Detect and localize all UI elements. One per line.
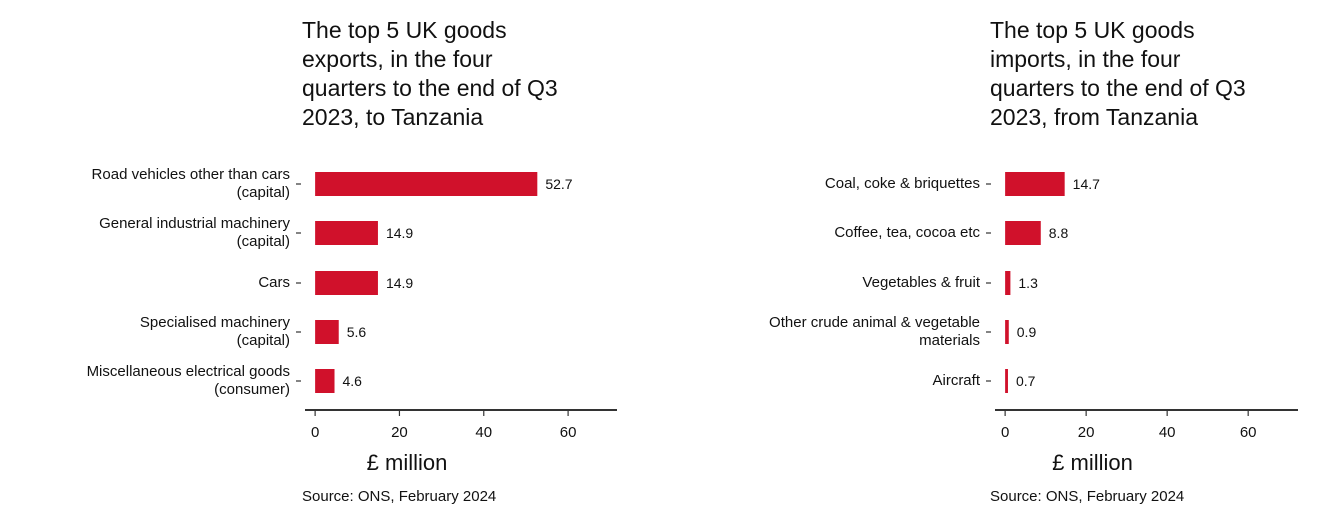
bar: [315, 172, 538, 196]
category-label: Coal, coke & briquettes: [824, 175, 980, 192]
bar: [315, 271, 378, 295]
value-label: 14.9: [385, 225, 414, 241]
value-label: 8.8: [1048, 225, 1069, 241]
value-label: 52.7: [545, 176, 573, 192]
category-label: Aircraft: [932, 372, 980, 389]
x-tick-label: 20: [1077, 424, 1095, 441]
x-tick-label: 0: [1000, 424, 1010, 441]
value-label: 14.7: [1072, 176, 1100, 192]
category-label: Vegetables & fruit: [862, 274, 980, 291]
value-label: 0.7: [1015, 373, 1036, 389]
value-label: 4.6: [342, 373, 362, 389]
bar: [1005, 320, 1009, 344]
value-label: 5.6: [346, 324, 367, 340]
x-tick-label: 0: [310, 424, 320, 441]
value-label: 1.3: [1018, 275, 1038, 291]
bar: [315, 369, 335, 393]
category-label: Coffee, tea, cocoa etc: [834, 224, 980, 241]
chart-title: The top 5 UK goods exports, in the four …: [302, 17, 558, 130]
bar: [315, 320, 339, 344]
x-axis-title: £ million: [366, 450, 448, 475]
bar: [315, 221, 378, 245]
x-tick-label: 20: [391, 424, 408, 441]
value-label: 0.9: [1016, 324, 1037, 340]
x-tick-label: 60: [559, 424, 577, 441]
bar: [1005, 271, 1011, 295]
x-tick-label: 40: [475, 424, 493, 441]
category-label: Miscellaneous electrical goods (consumer…: [86, 363, 290, 398]
category-label: General industrial machinery (capital): [99, 215, 290, 250]
category-label: Other crude animal & vegetable materials: [769, 314, 980, 349]
bar: [1005, 172, 1065, 196]
value-label: 14.9: [385, 275, 414, 291]
source-note: Source: ONS, February 2024: [302, 488, 497, 505]
source-note: Source: ONS, February 2024: [990, 488, 1185, 505]
category-label: Road vehicles other than cars (capital): [91, 166, 290, 201]
category-label: Specialised machinery (capital): [139, 314, 290, 349]
x-axis-title: £ million: [1052, 450, 1133, 475]
x-tick-label: 60: [1239, 424, 1257, 441]
bar: [1005, 369, 1008, 393]
chart-title: The top 5 UK goods imports, in the four …: [990, 17, 1246, 130]
category-label: Cars: [258, 274, 290, 291]
x-tick-label: 40: [1158, 424, 1176, 441]
bar: [1005, 221, 1041, 245]
